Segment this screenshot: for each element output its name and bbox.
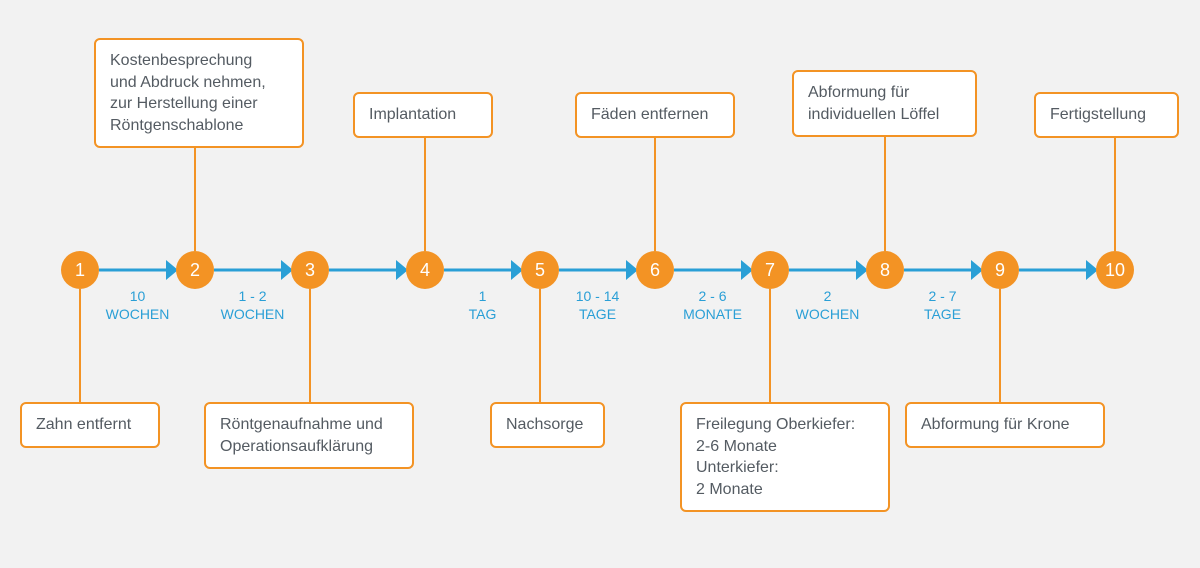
interval-label: 1 TAG [469,288,497,323]
leader-line [424,138,426,251]
timeline-connector [214,269,281,272]
timeline-node-9: 9 [981,251,1019,289]
timeline-node-number: 7 [765,260,775,281]
timeline-node-number: 6 [650,260,660,281]
leader-line [309,289,311,402]
interval-label: 2 - 7 TAGE [924,288,961,323]
step-label-box: Fäden entfernen [575,92,735,138]
timeline-node-3: 3 [291,251,329,289]
timeline-node-10: 10 [1096,251,1134,289]
leader-line [999,289,1001,402]
timeline-node-8: 8 [866,251,904,289]
leader-line [654,138,656,251]
timeline-node-number: 8 [880,260,890,281]
timeline-connector [674,269,741,272]
interval-label: 2 - 6 MONATE [683,288,742,323]
step-label-box: Nachsorge [490,402,605,448]
interval-label: 10 - 14 TAGE [576,288,620,323]
leader-line [1114,138,1116,251]
step-label-box: Zahn entfernt [20,402,160,448]
leader-line [884,137,886,251]
timeline-connector [444,269,511,272]
step-label-box: Implantation [353,92,493,138]
timeline-node-number: 1 [75,260,85,281]
leader-line [79,289,81,402]
timeline-node-number: 5 [535,260,545,281]
leader-line [539,289,541,402]
interval-label: 10 WOCHEN [106,288,170,323]
timeline-node-5: 5 [521,251,559,289]
timeline-connector [904,269,971,272]
interval-label: 2 WOCHEN [796,288,860,323]
step-label-box: Abformung für Krone [905,402,1105,448]
timeline-node-number: 10 [1105,260,1125,281]
timeline-connector [559,269,626,272]
timeline-node-number: 3 [305,260,315,281]
leader-line [769,289,771,402]
timeline-diagram: 10 WOCHEN 1 - 2 WOCHEN 1 TAG 10 - 14 TAGE 2 … [0,0,1200,568]
timeline-node-4: 4 [406,251,444,289]
timeline-connector [329,269,396,272]
interval-label: 1 - 2 WOCHEN [221,288,285,323]
timeline-node-number: 2 [190,260,200,281]
timeline-node-1: 1 [61,251,99,289]
timeline-node-6: 6 [636,251,674,289]
timeline-connector [1019,269,1086,272]
timeline-node-2: 2 [176,251,214,289]
step-label-box: Freilegung Oberkiefer: 2-6 Monate Unterk… [680,402,890,512]
timeline-node-7: 7 [751,251,789,289]
step-label-box: Röntgenaufnahme und Operationsaufklärung [204,402,414,469]
timeline-node-number: 9 [995,260,1005,281]
step-label-box: Kostenbesprechung und Abdruck nehmen, zu… [94,38,304,148]
step-label-box: Fertigstellung [1034,92,1179,138]
leader-line [194,148,196,251]
timeline-connector [99,269,166,272]
step-label-box: Abformung für individuellen Löffel [792,70,977,137]
timeline-connector [789,269,856,272]
timeline-node-number: 4 [420,260,430,281]
